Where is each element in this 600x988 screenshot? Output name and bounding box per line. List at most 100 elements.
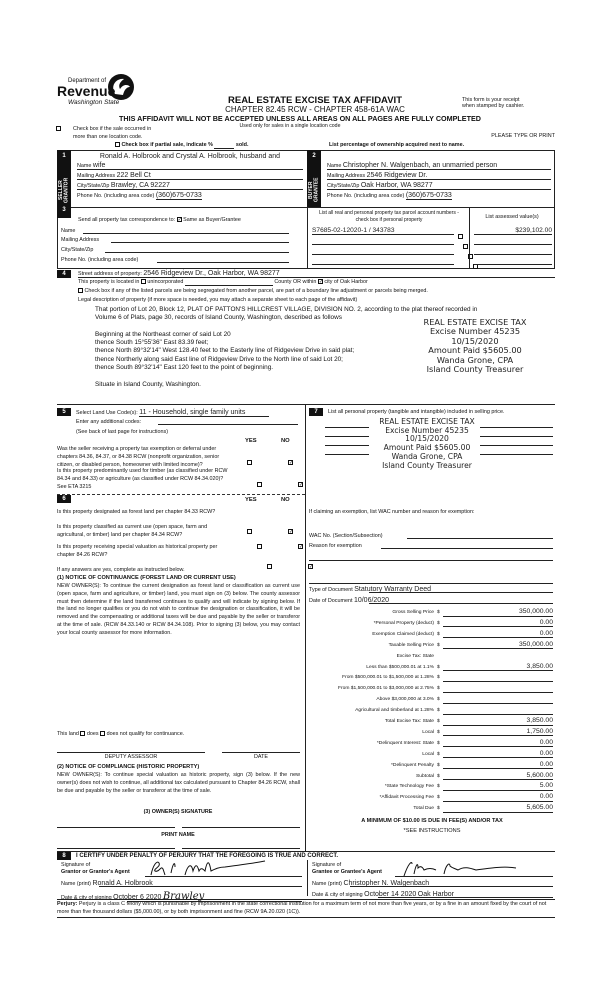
tax-row-value[interactable]: 350,000.00	[443, 608, 553, 617]
no-checkbox[interactable]: ✓	[288, 529, 294, 536]
seller-name-field[interactable]: Name wife	[77, 162, 303, 170]
land-use-row[interactable]: Select Land Use Code(s): 11 - Household,…	[76, 409, 270, 417]
assessed-value-field[interactable]: $239,102.00	[474, 227, 552, 235]
reason-field[interactable]: Reason for exemption	[309, 543, 553, 549]
tax-row-label: Local	[422, 751, 434, 757]
no-checkbox[interactable]: ✓	[298, 482, 304, 489]
corr-city-field[interactable]: City/State/Zip	[61, 247, 289, 253]
tax-row-value[interactable]: 1,750.00	[443, 728, 553, 737]
field-label: Reason for exemption	[309, 543, 362, 549]
seller-city-field[interactable]: City/State/Zip Brawley, CA 92227	[77, 182, 303, 190]
additional-codes-field[interactable]: Enter any additional codes:	[76, 419, 298, 425]
personal-property-line[interactable]	[480, 436, 553, 437]
partial-percent-field[interactable]	[214, 142, 235, 149]
tax-row-value[interactable]: 0.00	[443, 739, 553, 748]
no-checkbox[interactable]: ✓	[308, 564, 314, 571]
tax-row-value[interactable]: 5,605.00	[443, 804, 553, 813]
question-text: Is this property designated as forest la…	[57, 509, 216, 515]
segregated-checkbox[interactable]	[78, 288, 83, 294]
yes-checkbox[interactable]	[247, 460, 252, 466]
no-checkbox[interactable]: ✓	[288, 460, 294, 467]
tax-row-value[interactable]	[443, 673, 553, 682]
corr-phone-field[interactable]: Phone No. (including area code)	[61, 257, 289, 263]
parcel-account-field[interactable]	[312, 237, 454, 245]
grantee-name-field[interactable]: Name (print) Christopher N. Walgenbach	[312, 880, 553, 887]
buyer-name-field[interactable]: Name Christopher N. Walgenbach, an unmar…	[327, 162, 551, 170]
stamp-line: Wanda Grone, CPA	[391, 451, 463, 461]
tax-row-value[interactable]: 3,850.00	[443, 663, 553, 671]
corr-mailing-field[interactable]: Mailing Address	[61, 237, 289, 243]
grantor-date-field[interactable]: Date & city of signing October 6 2020 Br…	[61, 891, 302, 902]
stamp-line: REAL ESTATE EXCISE TAX	[379, 417, 475, 426]
seller-phone-field[interactable]: Phone No. (including area code) (360)675…	[77, 192, 202, 200]
tax-row-value[interactable]: 5.00	[443, 782, 553, 791]
parcel-account-field[interactable]: S7685-02-12020-1 / 343783	[312, 227, 454, 235]
assessor-signature-line[interactable]	[57, 752, 205, 753]
personal-property-line[interactable]	[325, 436, 369, 437]
reason-line[interactable]	[309, 560, 553, 561]
personal-property-line[interactable]	[325, 454, 369, 455]
legal-line: thence North 89°32'14" West 128.40 feet …	[95, 347, 355, 355]
parcel-account-field[interactable]	[312, 247, 454, 255]
assessed-value-field[interactable]	[474, 237, 552, 245]
partial-sale-checkbox[interactable]	[115, 142, 120, 148]
document-type-field[interactable]: Type of Document Statutory Warranty Deed	[309, 586, 553, 593]
assessor-date-line[interactable]	[222, 752, 300, 753]
personal-property-line[interactable]	[480, 445, 553, 446]
owner-signature-line[interactable]	[57, 827, 175, 828]
see-back-note: (See back of last page for instructions)	[76, 429, 168, 435]
multi-location-checkbox[interactable]	[56, 126, 61, 132]
personal-property-line[interactable]	[480, 427, 553, 428]
grantor-name-field[interactable]: Name (print) Ronald A. Holbrook	[61, 880, 302, 887]
document-date-field[interactable]: Date of Document 10/06/2020	[309, 597, 553, 604]
personal-property-checkbox[interactable]	[463, 244, 468, 250]
buyer-city-field[interactable]: City/State/Zip Oak Harbor, WA 98277	[327, 182, 551, 190]
no-checkbox[interactable]: ✓	[298, 544, 304, 551]
tax-row-value[interactable]: 0.00	[443, 630, 553, 639]
same-as-buyer-checkbox[interactable]: ✓	[176, 217, 182, 224]
grantee-date-field[interactable]: Date & city of signing October 14 2020 O…	[312, 891, 553, 898]
assessed-value-field[interactable]	[474, 247, 552, 255]
seller-name-line1: Ronald A. Holbrook and Crystal A. Holbro…	[99, 153, 281, 160]
tax-row-value[interactable]: 0.00	[443, 761, 553, 770]
print-name-line[interactable]	[182, 848, 300, 849]
seller-mailing-field[interactable]: Mailing Address 222 Bell Ct	[77, 172, 303, 180]
tax-row-value[interactable]	[443, 695, 553, 704]
personal-property-line[interactable]	[480, 454, 553, 455]
personal-property-line[interactable]	[325, 445, 369, 446]
yes-checkbox[interactable]	[257, 482, 262, 488]
does-qualify-checkbox[interactable]	[80, 731, 86, 737]
city-checkbox[interactable]: ✓	[317, 279, 324, 286]
parcel-account-field[interactable]	[312, 257, 454, 265]
grantee-signature[interactable]	[400, 858, 520, 878]
tax-row-value[interactable]: 0.00	[443, 619, 553, 628]
grantor-signature[interactable]	[145, 857, 275, 879]
tax-row-value[interactable]: 3,850.00	[443, 717, 553, 726]
does-not-qualify-checkbox[interactable]	[100, 731, 106, 737]
yes-checkbox[interactable]	[247, 529, 252, 535]
unincorporated-checkbox[interactable]	[140, 279, 146, 285]
assessed-value-field[interactable]	[474, 257, 552, 265]
tax-row-value[interactable]: 0.00	[443, 793, 553, 802]
personal-property-checkbox[interactable]	[458, 234, 463, 240]
legal-line: Beginning at the Northeast corner of sai…	[95, 330, 231, 338]
owner-signature-line[interactable]	[182, 827, 300, 828]
county-field[interactable]	[184, 279, 273, 286]
street-address-field[interactable]: Street address of property: 2546 Ridgevi…	[78, 270, 555, 278]
personal-property-line[interactable]	[325, 427, 369, 428]
buyer-mailing-field[interactable]: Mailing Address 2546 Ridgeview Dr.	[327, 172, 551, 180]
wac-field[interactable]: WAC No. (Section/Subsection)	[309, 533, 553, 539]
yes-checkbox[interactable]	[267, 564, 272, 570]
buyer-phone-field[interactable]: Phone No. (including area code) (360)675…	[327, 192, 452, 200]
tax-row-value[interactable]: 0.00	[443, 750, 553, 759]
tax-row-value[interactable]: 350,000.00	[443, 641, 553, 650]
reason-line[interactable]	[309, 583, 553, 584]
print-name-line[interactable]	[57, 848, 175, 849]
yes-checkbox[interactable]	[257, 544, 262, 550]
corr-name-field[interactable]: Name	[61, 228, 289, 234]
personal-property-checkbox[interactable]	[468, 254, 473, 260]
tax-row-value[interactable]	[443, 706, 553, 715]
dollar-sign: $	[437, 784, 440, 790]
tax-row-value[interactable]: 5,600.00	[443, 772, 553, 780]
tax-row-value[interactable]	[443, 684, 553, 693]
